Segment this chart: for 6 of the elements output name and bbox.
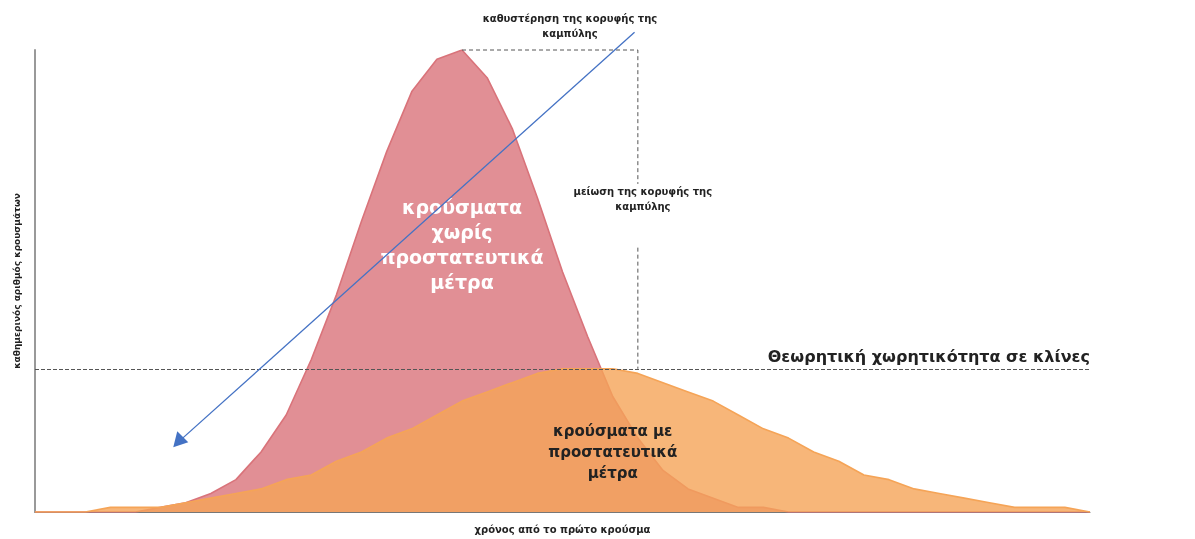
y-axis-title: καθημερινός αριθμός κρουσμάτων: [11, 193, 22, 369]
annotation: μείωση της κορυφής της καμπύλης: [573, 186, 713, 213]
series-label: κρούσματα με προστατευτικά μέτρα: [548, 421, 678, 482]
ref-line-label: Θεωρητική χωρητικότητα σε κλίνες: [767, 347, 1090, 367]
text: καθυστέρηση της κορυφής της καμπύλης: [482, 13, 658, 39]
x-axis-title: χρόνος από το πρώτο κρούσμα: [474, 523, 651, 535]
